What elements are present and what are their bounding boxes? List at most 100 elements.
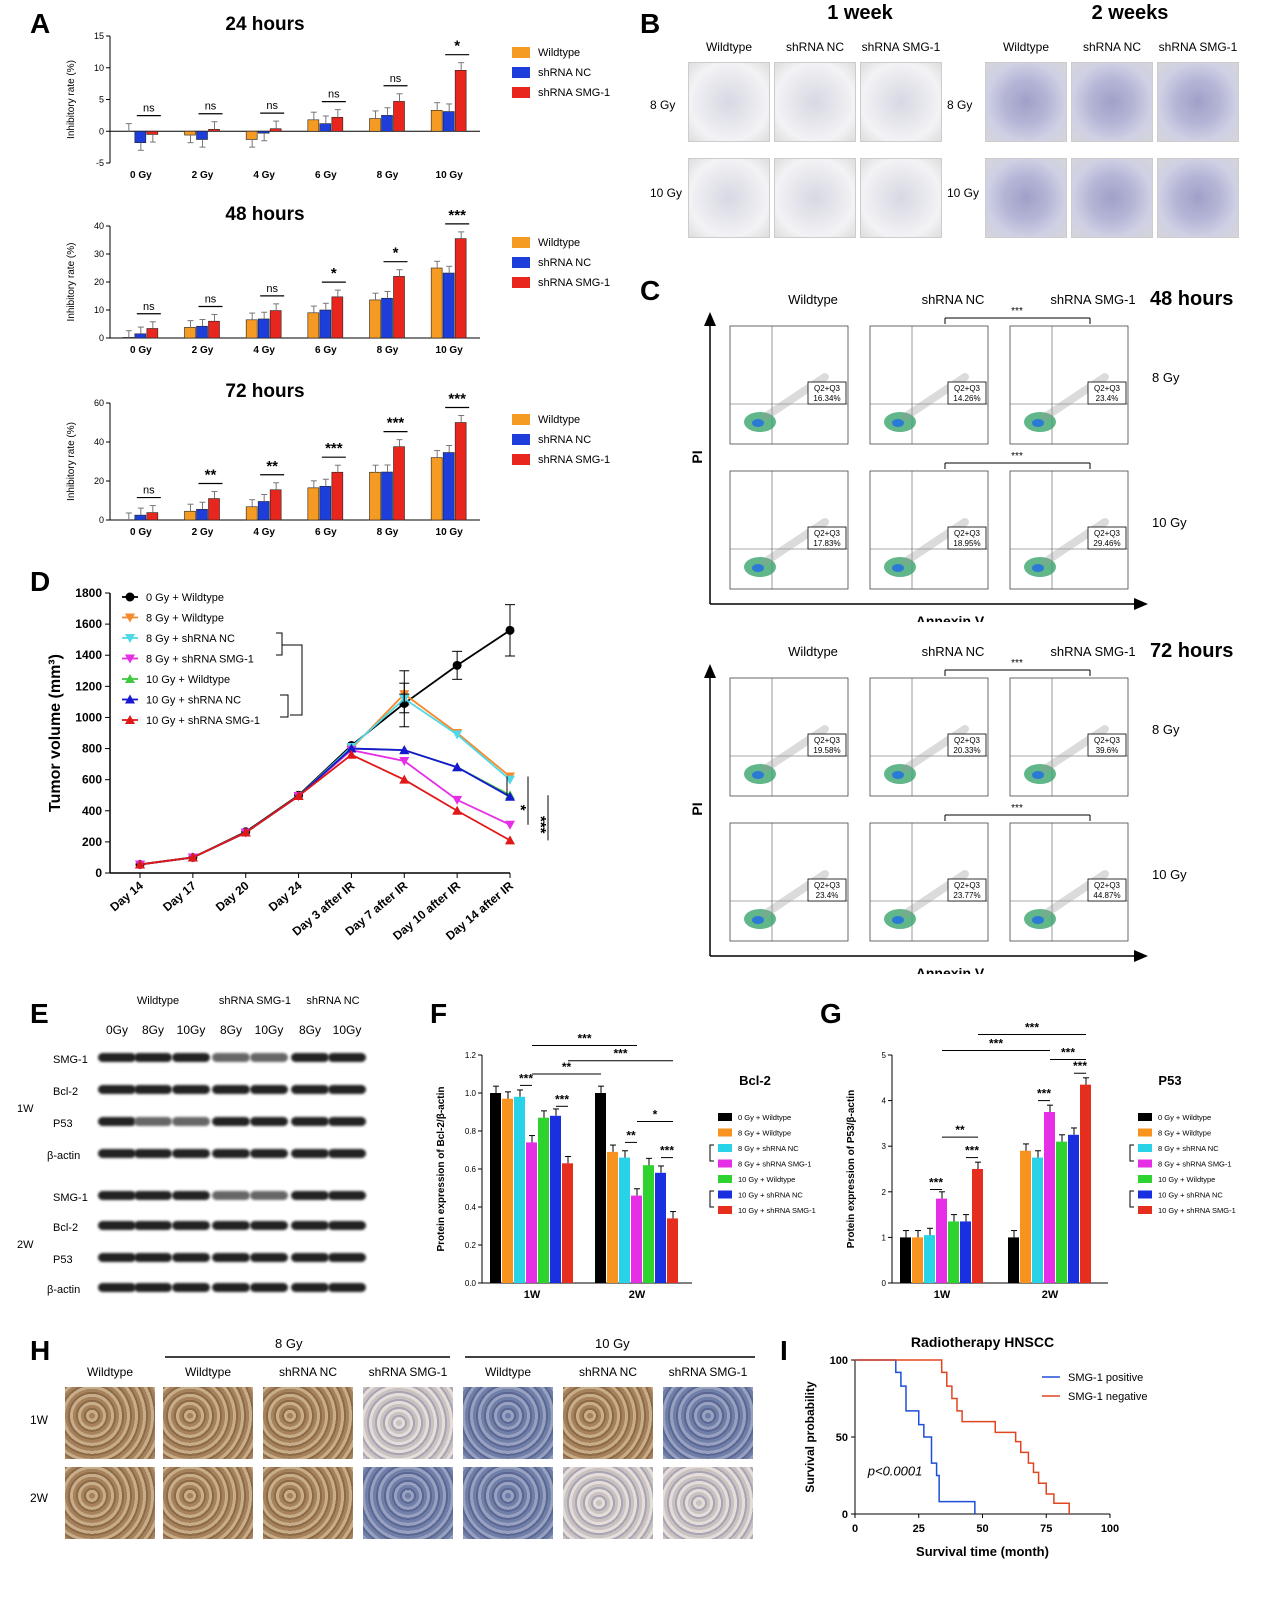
legend-bracket [282,644,303,716]
bar [442,272,455,339]
y-tick-label: 600 [82,773,102,787]
wb-band [250,1085,288,1094]
bar [454,238,467,339]
legend-bracket [276,632,283,656]
wb-band [328,1253,366,1262]
sig-label: *** [325,440,343,457]
gate-box [947,878,987,902]
flow-row-label: 10 Gy [1152,867,1187,882]
legend-swatch [1138,1159,1152,1168]
bar [1044,1112,1055,1283]
bar [381,297,393,339]
y-tick-label: 1200 [75,679,102,693]
bar [454,422,467,521]
wb-band [134,1117,172,1126]
y-axis-label: Inhibitory rate (%) [66,60,77,139]
plate-row-label: 10 Gy [947,186,980,200]
ihc-image [563,1387,653,1459]
chart-title: 24 hours [225,14,304,35]
wb-dose-label: 10Gy [332,1023,362,1037]
legend-label: shRNA SMG-1 [538,277,610,289]
western-blot-panel: Wildtype shRNA SMG-1 shRNA NC 0Gy 8Gy 10Gy 8Gy… [15,995,395,1315]
data-point [135,859,145,869]
bar [184,327,196,339]
legend-label: 10 Gy + shRNA SMG-1 [738,1206,816,1215]
cell-core [892,419,904,427]
sig-label: ns [205,293,217,305]
ihc-col-label: shRNA NC [578,1365,637,1379]
y-tick-label: 0 [99,515,104,525]
legend-label: shRNA SMG-1 [538,454,610,466]
bar [307,487,320,521]
y-tick-label: 20 [94,476,104,486]
ihc-image [363,1387,453,1459]
x-tick-label: 1W [524,1289,541,1301]
data-point [452,762,463,772]
gate-box [807,878,847,902]
legend-swatch [718,1175,732,1183]
sig-label: *** [448,390,466,407]
gate-label: Q2+Q3 [1094,736,1121,745]
legend-label: 8 Gy + shRNA NC [738,1144,799,1153]
y-tick-label: 40 [94,437,104,447]
y-tick-label: 15 [94,31,104,41]
wb-band [98,1221,136,1230]
legend-label: 8 Gy + shRNA NC [146,633,235,645]
flow-col-label: shRNA SMG-1 [1050,644,1136,659]
bar [631,1195,642,1283]
panel-label-e: E [30,998,49,1029]
gate-value: 18.95% [953,539,980,548]
y-tick-label: 1.2 [465,1051,477,1060]
bar [643,1165,654,1283]
bar [331,471,344,521]
bar [196,130,208,140]
data-point [452,805,463,815]
wb-band [98,1283,136,1292]
wb-dose-label: 8Gy [141,1023,164,1037]
x-tick-label: 25 [913,1523,925,1535]
gate-label: Q2+Q3 [1094,384,1121,393]
bar [257,318,270,339]
y-tick-label: 30 [94,249,104,259]
bar [393,276,405,339]
y-tick-label: 1 [882,1233,887,1242]
wb-protein-label: SMG-1 [53,1192,88,1204]
sig-label: ** [205,467,217,484]
y-tick-label: 800 [82,742,102,756]
bar [667,1218,678,1283]
bar [245,130,258,140]
survival-curve [855,1359,976,1514]
wb-band [172,1283,210,1292]
cell-core [752,771,764,779]
wb-band [328,1117,366,1126]
legend-swatch [512,257,530,268]
bar [502,1098,513,1283]
y-tick-label: 50 [836,1432,848,1444]
y-tick-label: 0.4 [465,1203,477,1212]
bar [1068,1134,1079,1283]
sig-label: * [393,245,399,262]
pi-label: PI [689,802,705,815]
legend-marker [125,634,135,643]
flow-col-label: Wildtype [788,644,838,659]
data-point [399,774,410,784]
gate-value: 19.58% [813,746,840,755]
wb-band [98,1053,136,1062]
gate-label: Q2+Q3 [1094,529,1121,538]
bar [655,1172,666,1283]
bar [245,319,258,339]
x-tick-label: 4 Gy [253,170,275,181]
legend-label: 8 Gy + shRNA NC [1158,1144,1219,1153]
wb-band [98,1253,136,1262]
bar [331,116,344,132]
ihc-col-label: shRNA NC [278,1365,337,1379]
bar [208,129,220,132]
legend-swatch [718,1144,732,1152]
y-tick-label: 4 [882,1097,887,1106]
bcl2-bar-chart: Protein expression of Bcl-2/β-actin 0.0 0.… [436,1032,816,1302]
flow-row-label: 8 Gy [1152,370,1180,385]
sig-label: *** [1073,1059,1087,1073]
data-point [187,852,198,862]
gate-box [807,733,847,757]
y-tick-label: 0.2 [465,1241,477,1250]
